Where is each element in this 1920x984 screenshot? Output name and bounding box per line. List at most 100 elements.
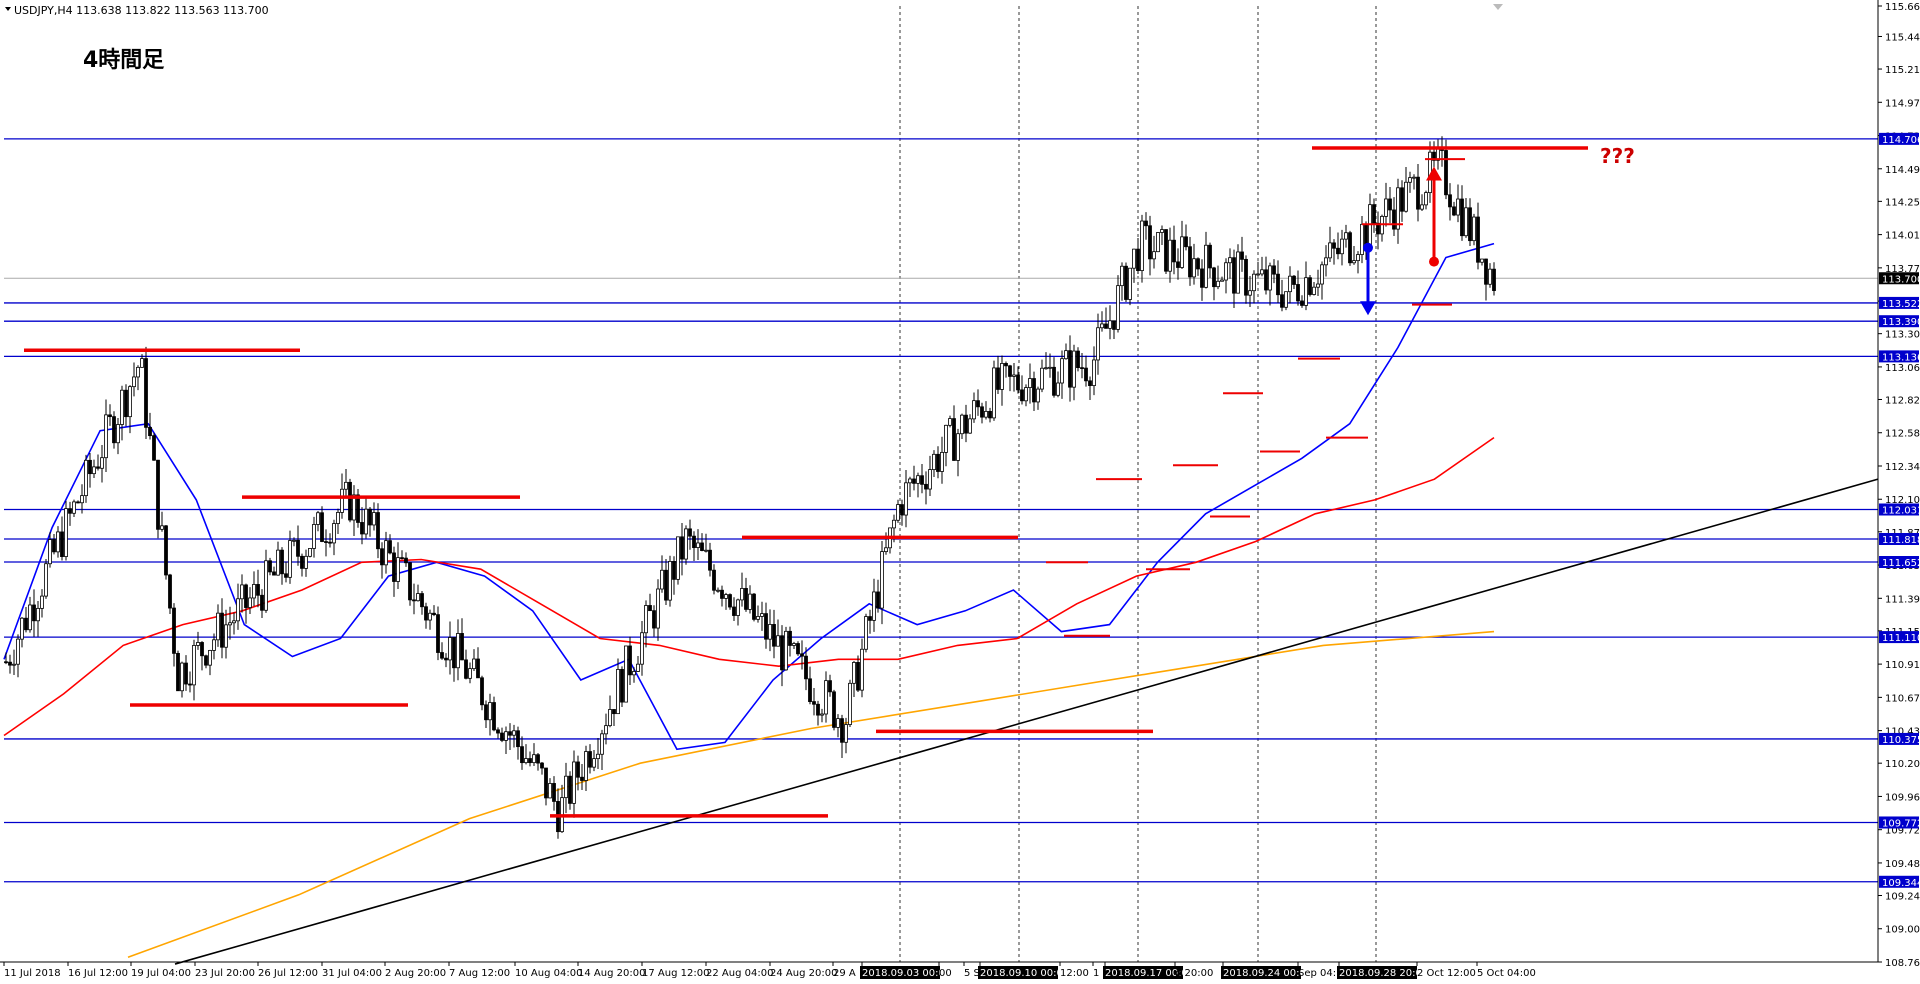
candle-body: [400, 557, 404, 560]
candle-body: [960, 414, 964, 435]
candle-body: [1056, 382, 1060, 396]
candle-body: [876, 591, 880, 609]
triangle-down-icon[interactable]: [5, 7, 11, 11]
candle-body: [460, 633, 464, 661]
candle-body: [900, 504, 904, 516]
candle-body: [792, 643, 796, 646]
candle-body: [1108, 320, 1112, 329]
candle-body: [448, 637, 452, 661]
candle-body: [372, 512, 376, 526]
moving-average-line[interactable]: [3, 436, 1495, 737]
candle-body: [1008, 365, 1012, 377]
candle-body: [1152, 251, 1156, 260]
date-highlight-box: [978, 966, 1058, 979]
level-price-label: 110.375: [1882, 735, 1920, 746]
candle-body: [716, 589, 720, 592]
candle-body: [1180, 236, 1184, 268]
level-price-label: 109.772: [1882, 818, 1920, 829]
price-tick-label: 113.775: [1885, 264, 1920, 275]
candle-body: [528, 758, 532, 764]
candle-body: [1140, 220, 1144, 271]
candle-body: [336, 511, 340, 524]
candle-body: [976, 400, 980, 408]
candle-body: [1188, 246, 1192, 278]
candle-body: [588, 751, 592, 768]
candle-body: [128, 386, 132, 418]
candle-body: [120, 389, 124, 425]
candle-body: [200, 642, 204, 657]
candle-body: [1096, 327, 1100, 361]
candle-body: [1344, 232, 1348, 240]
candle-body: [988, 410, 992, 419]
candle-body: [224, 624, 228, 648]
candle-body: [1480, 258, 1484, 263]
time-tick-label: 29 A: [833, 968, 856, 979]
candle-body: [444, 657, 448, 661]
candle-body: [280, 549, 284, 575]
candle-body: [1064, 350, 1068, 360]
candle-body: [904, 482, 908, 516]
time-tick-label: 26 Jul 12:00: [258, 968, 318, 979]
candle-body: [12, 663, 16, 666]
candle-body: [644, 605, 648, 634]
candle-body: [88, 459, 92, 475]
candle-body: [944, 424, 948, 453]
candle-body: [1288, 275, 1292, 293]
candle-body: [76, 501, 80, 504]
candle-body: [244, 584, 248, 608]
candle-body: [784, 630, 788, 671]
time-tick-label: 5 S: [964, 968, 980, 979]
time-tick-label: 2 Aug 20:00: [385, 968, 446, 979]
candle-body: [1248, 290, 1252, 296]
candle-body: [288, 540, 292, 578]
price-tick-label: 114.255: [1885, 197, 1920, 208]
moving-average-line[interactable]: [127, 630, 1495, 958]
level-price-label: 109.344: [1882, 878, 1920, 889]
candle-body: [632, 671, 636, 676]
moving-average-line[interactable]: [3, 242, 1495, 751]
candle-body: [1408, 177, 1412, 183]
candle-body: [836, 718, 840, 728]
candle-body: [32, 604, 36, 622]
candle-body: [504, 731, 508, 741]
candle-body: [1148, 225, 1152, 260]
time-tick-label: p 20:00: [1175, 968, 1213, 979]
candle-body: [392, 552, 396, 582]
candle-body: [600, 733, 604, 755]
candle-body: [96, 466, 100, 469]
candle-body: [1332, 242, 1336, 249]
candle-body: [1484, 258, 1488, 285]
candle-body: [356, 494, 360, 523]
candle-body: [28, 604, 32, 631]
candle-body: [1420, 204, 1424, 210]
candle-body: [1340, 238, 1344, 255]
candle-body: [396, 557, 400, 582]
candle-body: [1020, 389, 1024, 402]
candle-body: [296, 539, 300, 557]
candle-body: [668, 561, 672, 601]
level-price-tag: [1879, 503, 1919, 516]
candle-body: [272, 571, 276, 576]
candle-body: [984, 410, 988, 418]
candle-body: [640, 632, 644, 665]
candle-body: [420, 593, 424, 608]
candle-body: [348, 481, 352, 521]
candle-body: [1328, 242, 1332, 259]
candle-body: [92, 466, 96, 475]
candle-body: [1388, 198, 1392, 211]
candle-body: [152, 435, 156, 461]
current-price-tag: [1879, 272, 1919, 285]
candle-body: [712, 569, 716, 591]
candle-body: [812, 701, 816, 705]
chart-shift-marker-icon[interactable]: [1493, 4, 1503, 10]
candle-body: [1068, 350, 1072, 388]
candle-body: [36, 607, 40, 622]
candle-body: [512, 730, 516, 736]
candle-body: [768, 624, 772, 640]
candle-body: [1468, 207, 1472, 242]
candle-body: [700, 542, 704, 551]
trendline[interactable]: [174, 478, 1879, 965]
price-tick-label: 113.300: [1885, 330, 1920, 341]
candle-body: [240, 584, 244, 600]
price-tick-label: 110.435: [1885, 727, 1920, 738]
